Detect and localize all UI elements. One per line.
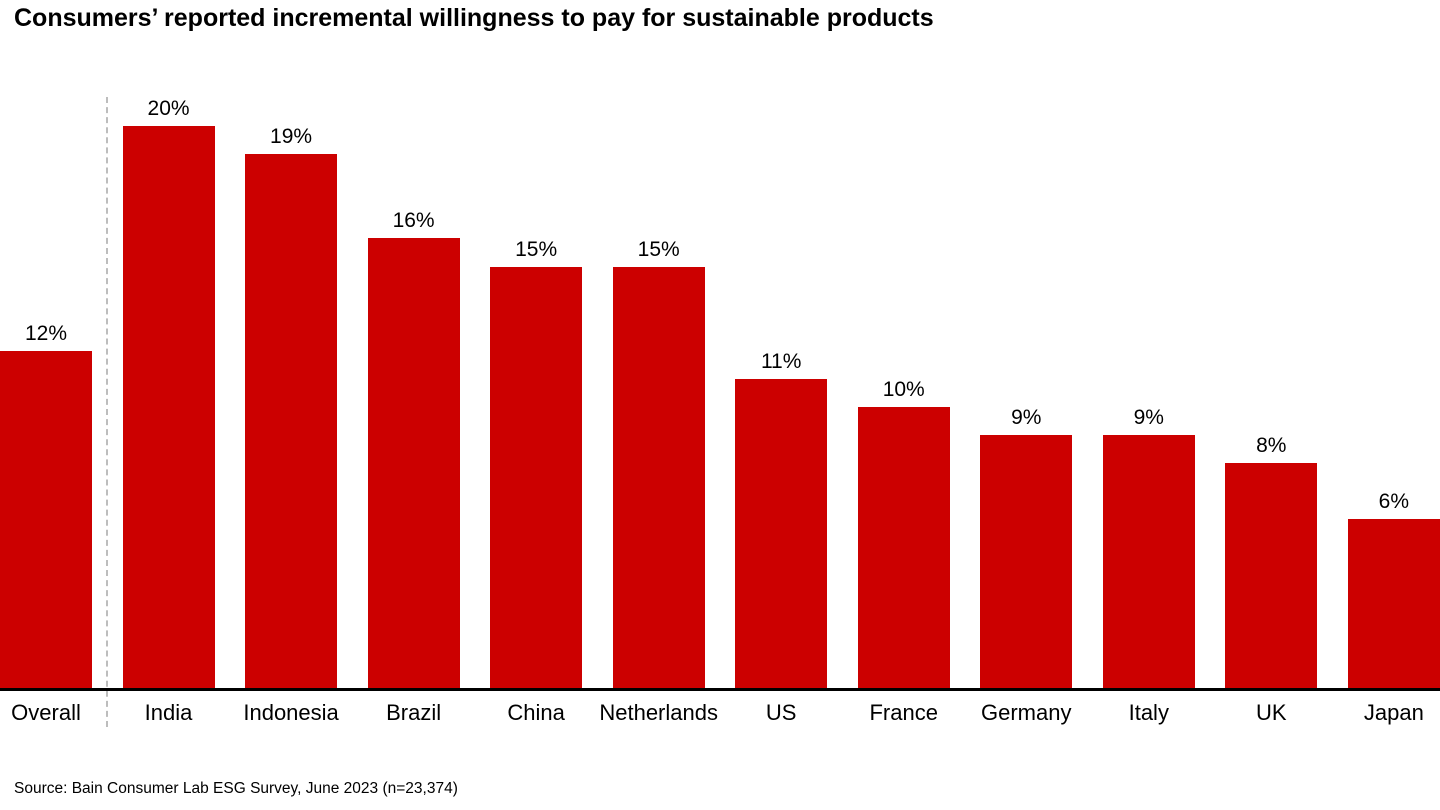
chart-title: Consumers’ reported incremental willingn… — [14, 4, 934, 32]
x-axis-label-text-uk: UK — [1256, 700, 1287, 725]
bar-value-label-france: 10% — [882, 378, 925, 401]
bar-france — [857, 407, 950, 688]
x-axis-label-indonesia: Indonesia — [243, 700, 339, 726]
bar-column-italy: 9% — [1102, 406, 1195, 688]
bar-column-indonesia: 19% — [245, 125, 338, 688]
source-note: Source: Bain Consumer Lab ESG Survey, Ju… — [14, 780, 458, 797]
bar-value-label-uk: 8% — [1256, 434, 1287, 458]
bar-brazil — [367, 238, 460, 688]
bar-value-label-india: 20% — [147, 97, 190, 120]
x-axis-label-japan: Japan — [1348, 700, 1440, 726]
x-axis-label-text-us: US — [765, 700, 797, 725]
x-axis-label-text-italy: Italy — [1128, 700, 1169, 725]
bar-column-uk: 8% — [1225, 434, 1318, 688]
bar-column-netherlands: 15% — [612, 237, 705, 688]
bar-uk — [1225, 463, 1318, 688]
x-axis-labels: Overall India Indonesia Brazil China Netherla… — [0, 700, 1440, 726]
x-axis-label-text-france: France — [869, 700, 938, 725]
bar-value-label-brazil: 16% — [392, 209, 435, 233]
x-axis-label-brazil: Brazil — [368, 700, 460, 726]
x-axis-label-uk: UK — [1225, 700, 1317, 726]
x-axis-label-text-india: India — [144, 700, 193, 725]
bar-column-us: 11% — [735, 349, 828, 688]
overall-separator-dashed-line — [106, 97, 108, 727]
x-axis-label-text-japan: Japan — [1363, 700, 1424, 725]
bar-germany — [980, 435, 1073, 688]
bar-column-germany: 9% — [980, 406, 1073, 688]
x-axis-label-us: US — [735, 700, 827, 726]
bar-value-label-us: 11% — [760, 349, 802, 373]
bar-us — [735, 378, 828, 688]
x-axis-label-overall: Overall — [0, 700, 92, 726]
bar-column-france: 10% — [857, 378, 950, 688]
x-axis-label-china: China — [490, 700, 582, 726]
bar-italy — [1102, 435, 1195, 688]
x-axis-label-france: France — [858, 700, 950, 726]
x-axis-label-text-indonesia: Indonesia — [243, 700, 339, 725]
x-axis-label-india: India — [123, 700, 215, 726]
bar-column-japan: 6% — [1347, 490, 1440, 688]
bar-column-brazil: 16% — [367, 209, 460, 688]
bar-value-label-indonesia: 19% — [270, 125, 313, 149]
bar-column-india: 20% — [122, 97, 215, 688]
plot-area: 12% 20% 19% 16% 15% 15% 11% 10% 9% 9% 8% 6% — [0, 97, 1440, 688]
bar-japan — [1347, 519, 1440, 688]
bar-column-china: 15% — [490, 237, 583, 688]
x-axis-label-text-netherlands: Netherlands — [599, 700, 718, 725]
x-axis-label-italy: Italy — [1103, 700, 1195, 726]
bar-netherlands — [612, 266, 705, 688]
bar-indonesia — [245, 154, 338, 688]
bar-value-label-japan: 6% — [1378, 490, 1410, 514]
bar-overall — [0, 350, 92, 688]
bar-value-label-italy: 9% — [1133, 406, 1164, 430]
bar-india — [122, 126, 215, 688]
x-axis-label-text-brazil: Brazil — [386, 700, 442, 725]
bar-china — [490, 266, 583, 688]
x-axis-label-text-overall: Overall — [11, 700, 81, 725]
bar-column-overall: 12% — [0, 322, 92, 688]
x-axis-line — [0, 688, 1440, 691]
bar-value-label-china: 15% — [515, 237, 558, 261]
x-axis-label-text-china: China — [507, 700, 565, 725]
bar-value-label-overall: 12% — [24, 321, 68, 345]
bar-value-label-germany: 9% — [1011, 406, 1042, 430]
bar-value-label-netherlands: 15% — [637, 237, 680, 261]
x-axis-label-text-germany: Germany — [981, 700, 1072, 725]
x-axis-label-germany: Germany — [980, 700, 1072, 726]
x-axis-label-netherlands: Netherlands — [599, 700, 718, 726]
